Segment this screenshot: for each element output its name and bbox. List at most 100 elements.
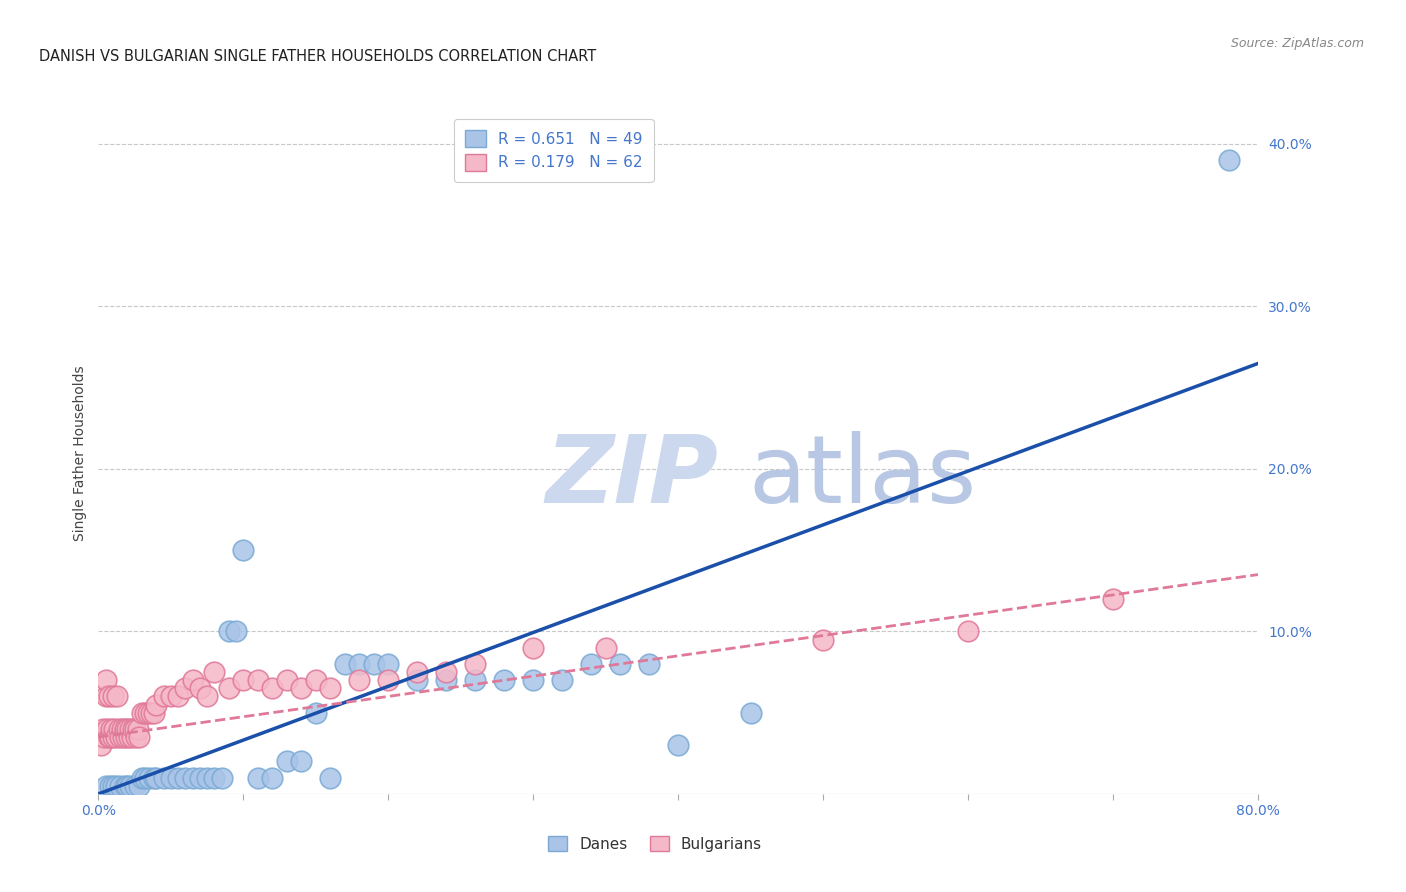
Point — [218, 624, 240, 639]
Point — [131, 706, 153, 720]
Point — [118, 730, 141, 744]
Point — [145, 698, 167, 712]
Text: Source: ZipAtlas.com: Source: ZipAtlas.com — [1230, 37, 1364, 51]
Point — [114, 779, 136, 793]
Point — [232, 543, 254, 558]
Text: atlas: atlas — [748, 431, 976, 523]
Point — [94, 779, 117, 793]
Point — [957, 624, 980, 639]
Point — [290, 681, 312, 696]
Point — [1102, 591, 1125, 606]
Point — [276, 673, 298, 687]
Point — [142, 706, 165, 720]
Point — [195, 771, 218, 785]
Point — [152, 771, 174, 785]
Point — [138, 771, 160, 785]
Point — [349, 673, 371, 687]
Point — [377, 657, 399, 671]
Point — [181, 673, 204, 687]
Point — [319, 681, 342, 696]
Y-axis label: Single Father Households: Single Father Households — [73, 365, 87, 541]
Point — [94, 673, 117, 687]
Point — [167, 771, 190, 785]
Point — [333, 657, 356, 671]
Point — [581, 657, 603, 671]
Point — [195, 690, 218, 704]
Point — [97, 690, 120, 704]
Point — [127, 722, 149, 736]
Point — [91, 722, 114, 736]
Point — [406, 665, 429, 679]
Point — [167, 690, 190, 704]
Point — [128, 779, 150, 793]
Point — [111, 722, 132, 736]
Point — [117, 779, 139, 793]
Point — [120, 722, 142, 736]
Point — [104, 779, 127, 793]
Point — [114, 722, 136, 736]
Point — [406, 673, 429, 687]
Point — [262, 771, 284, 785]
Point — [740, 706, 762, 720]
Point — [122, 722, 145, 736]
Point — [101, 730, 124, 744]
Point — [97, 730, 120, 744]
Point — [105, 690, 128, 704]
Point — [139, 706, 162, 720]
Point — [232, 673, 254, 687]
Point — [152, 690, 174, 704]
Point — [160, 690, 183, 704]
Point — [124, 779, 146, 793]
Point — [204, 665, 226, 679]
Point — [100, 722, 122, 736]
Point — [211, 771, 233, 785]
Point — [204, 771, 226, 785]
Point — [522, 640, 544, 655]
Legend: Danes, Bulgarians: Danes, Bulgarians — [543, 830, 768, 858]
Point — [666, 738, 689, 752]
Point — [494, 673, 516, 687]
Point — [290, 755, 312, 769]
Point — [522, 673, 544, 687]
Point — [101, 779, 124, 793]
Point — [246, 771, 269, 785]
Point — [377, 673, 399, 687]
Point — [464, 673, 486, 687]
Point — [464, 657, 486, 671]
Point — [131, 771, 153, 785]
Point — [595, 640, 617, 655]
Point — [246, 673, 269, 687]
Point — [108, 730, 131, 744]
Point — [115, 730, 138, 744]
Point — [134, 706, 156, 720]
Point — [349, 657, 371, 671]
Point — [145, 771, 167, 785]
Point — [174, 771, 197, 785]
Point — [174, 681, 197, 696]
Point — [218, 681, 240, 696]
Point — [128, 730, 150, 744]
Point — [93, 730, 115, 744]
Point — [104, 730, 127, 744]
Point — [188, 681, 211, 696]
Point — [436, 673, 458, 687]
Point — [98, 730, 121, 744]
Point — [609, 657, 631, 671]
Point — [117, 722, 139, 736]
Point — [90, 738, 112, 752]
Point — [107, 722, 129, 736]
Point — [121, 730, 143, 744]
Point — [94, 690, 117, 704]
Point — [96, 722, 118, 736]
Point — [319, 771, 342, 785]
Point — [136, 706, 159, 720]
Point — [638, 657, 661, 671]
Point — [112, 730, 135, 744]
Point — [108, 779, 131, 793]
Point — [120, 779, 142, 793]
Point — [363, 657, 385, 671]
Point — [276, 755, 298, 769]
Point — [160, 771, 183, 785]
Point — [551, 673, 574, 687]
Point — [225, 624, 247, 639]
